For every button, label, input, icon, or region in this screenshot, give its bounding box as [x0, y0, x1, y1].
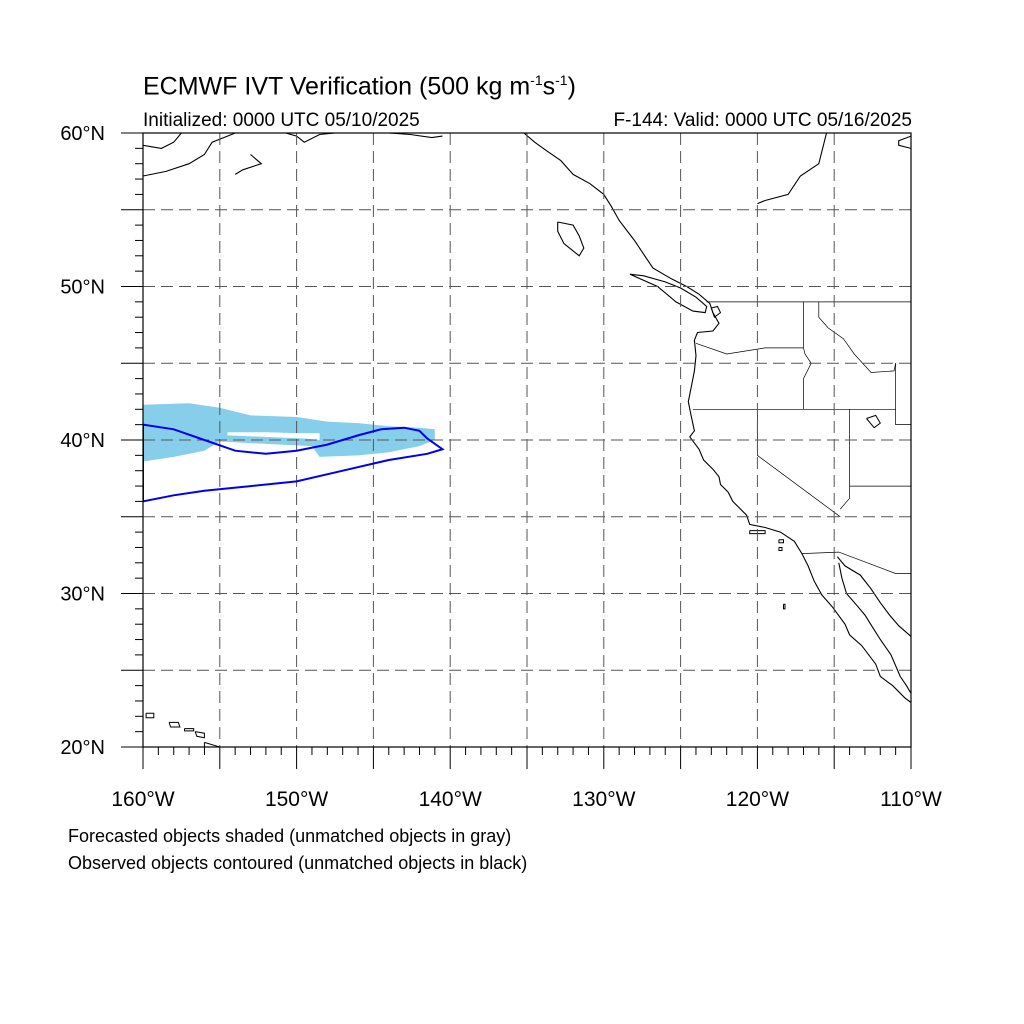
forecast-object-layer	[143, 403, 435, 462]
coastline	[836, 556, 911, 637]
island	[203, 741, 221, 747]
island	[749, 530, 766, 535]
title-sup-1: -1	[530, 72, 543, 88]
lat-tick-label: 30°N	[60, 584, 105, 606]
map-title: ECMWF IVT Verification (500 kg m-1s-1)	[143, 72, 576, 101]
title-main: ECMWF IVT Verification (500 kg m	[143, 72, 531, 101]
coastline	[285, 133, 336, 143]
observed-object-layer	[143, 423, 445, 503]
coastline	[898, 135, 911, 149]
lat-tick-label: 20°N	[60, 737, 105, 759]
political-border	[840, 409, 850, 510]
map-frame	[121, 132, 912, 769]
island	[783, 603, 786, 610]
axis-labels: 20°N 30°N 40°N 50°N 60°N 160°W 150°W 140°W 130°W…	[60, 123, 942, 811]
lat-tick-label: 60°N	[60, 123, 105, 145]
lon-tick-label: 130°W	[572, 788, 635, 811]
footnote-forecast: Forecasted objects shaded (unmatched obj…	[68, 826, 512, 846]
coastline-layer	[143, 133, 911, 747]
island	[184, 728, 195, 732]
observed-object	[143, 423, 445, 503]
valid-time: F-144: Valid: 0000 UTC 05/16/2025	[613, 110, 912, 131]
coastline	[757, 133, 828, 205]
title-mid: s	[542, 72, 556, 101]
coastline	[629, 273, 708, 314]
forecast-object	[143, 403, 435, 462]
coastline	[143, 133, 236, 177]
lon-tick-label: 120°W	[726, 788, 789, 811]
title-end: )	[567, 72, 576, 101]
initialized-time: Initialized: 0000 UTC 05/10/2025	[143, 110, 420, 131]
island	[168, 721, 181, 728]
island	[145, 712, 155, 719]
island	[866, 414, 881, 429]
lon-tick-label: 110°W	[880, 788, 942, 811]
island	[194, 731, 205, 739]
coastline	[234, 154, 263, 175]
lat-tick-label: 50°N	[60, 277, 105, 299]
coastline	[388, 133, 443, 139]
lon-tick-label: 160°W	[111, 788, 174, 811]
political-border	[801, 551, 911, 574]
coastline	[838, 562, 911, 694]
lon-tick-label: 140°W	[419, 788, 482, 811]
island	[778, 539, 784, 544]
lat-tick-label: 40°N	[60, 430, 105, 452]
political-border	[757, 409, 841, 518]
coastline	[523, 133, 911, 703]
island	[710, 305, 722, 319]
island	[778, 547, 783, 551]
political-border	[695, 342, 804, 355]
title-sup-2: -1	[555, 72, 568, 88]
graticule-layer	[143, 133, 911, 747]
political-border	[803, 301, 812, 410]
political-border	[895, 363, 911, 425]
political-border	[818, 301, 896, 373]
footnote-observed: Observed objects contoured (unmatched ob…	[68, 853, 528, 873]
coastline	[557, 221, 585, 257]
coastline	[143, 133, 182, 149]
lon-tick-label: 150°W	[265, 788, 328, 811]
